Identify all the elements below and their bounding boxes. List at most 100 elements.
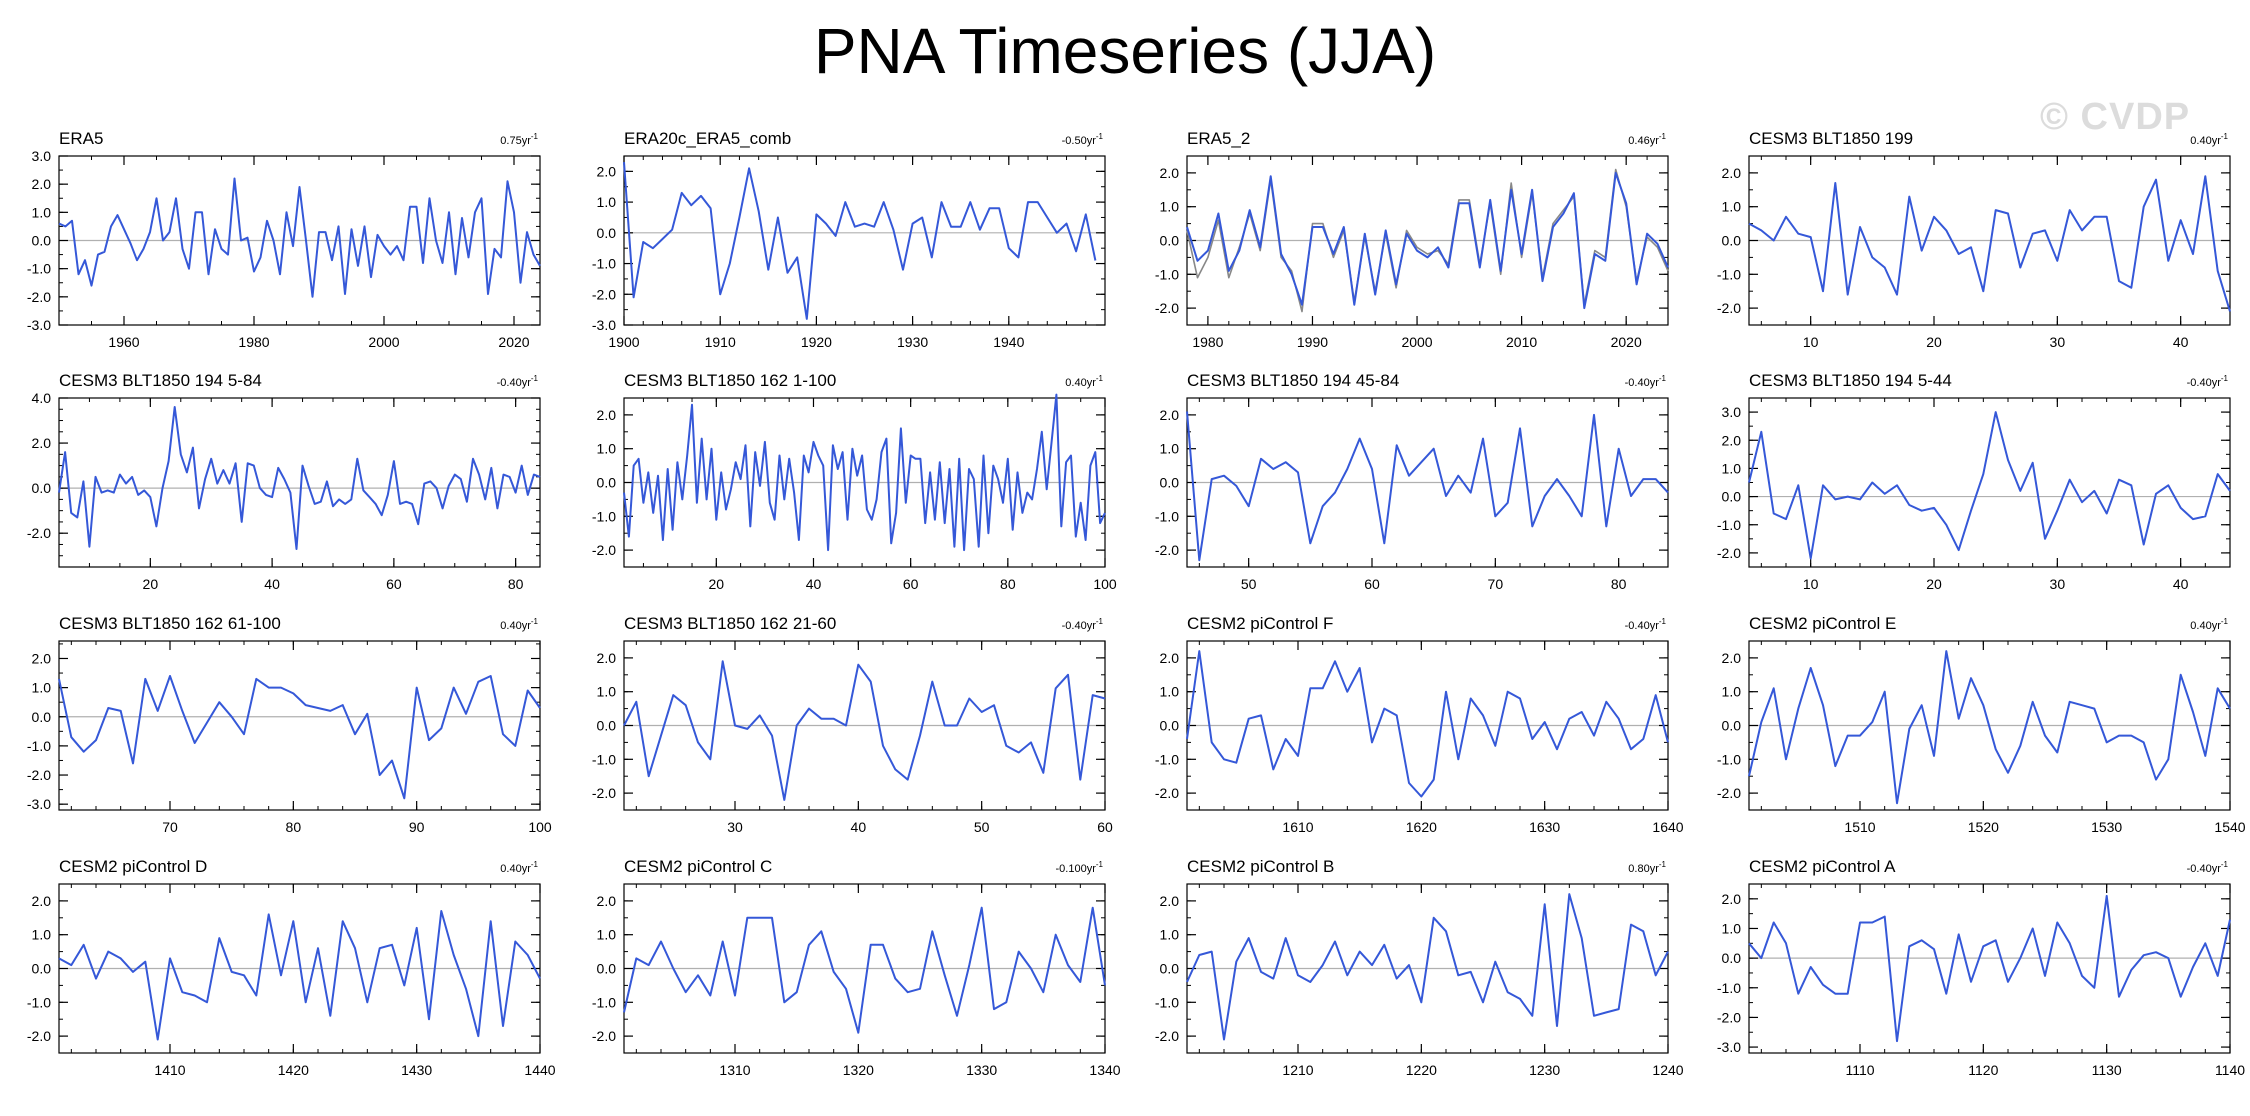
trend-label: 0.75yr-1: [500, 132, 538, 147]
trend-label: -0.40yr-1: [1625, 374, 1667, 389]
chart-panel: CESM3 BLT1850 194 5-84 -0.40yr-1 20 40 60 80 4…: [27, 371, 541, 592]
x-tick-label: 1140: [2215, 1062, 2245, 1078]
series-line-primary: [1186, 411, 1669, 562]
plot-frame: [623, 155, 1106, 326]
series-line-primary: [58, 910, 541, 1041]
series-line-primary: [623, 906, 1106, 1034]
x-tick-label: 1930: [897, 334, 928, 350]
x-tick-label: 1110: [1845, 1062, 1874, 1078]
chart-panel: CESM2 piControl E 0.40yr-1 1510 1520 1530 154…: [1717, 614, 2246, 835]
y-tick-label: -2.0: [592, 542, 616, 558]
y-tick-label: 0.0: [32, 709, 52, 725]
y-tick-label: -2.0: [27, 1028, 51, 1044]
x-tick-label: 1510: [1844, 819, 1875, 835]
series-line-primary: [58, 406, 541, 550]
x-tick-label: 80: [1611, 576, 1627, 592]
panel-title: CESM3 BLT1850 194 5-84: [59, 371, 262, 390]
chart-panel: ERA5_2 0.46yr-1 1980 1990 2000 2010 2020 2.0 1.0…: [1155, 129, 1669, 350]
series-line-primary: [623, 660, 1106, 801]
y-tick-label: -1.0: [1155, 508, 1179, 524]
y-tick-label: -2.0: [1717, 785, 1741, 801]
y-tick-label: 2.0: [1160, 407, 1180, 423]
x-tick-label: 1430: [401, 1062, 432, 1078]
y-tick-label: -2.0: [27, 767, 51, 783]
series-line-primary: [1748, 650, 2231, 805]
x-tick-label: 1630: [1529, 819, 1560, 835]
x-tick-label: 30: [2050, 576, 2066, 592]
y-tick-label: -3.0: [27, 796, 51, 812]
y-tick-label: 0.0: [1722, 233, 1742, 249]
x-tick-label: 1120: [1968, 1062, 1998, 1078]
x-tick-label: 1330: [966, 1062, 997, 1078]
panel-title: CESM3 BLT1850 194 5-44: [1749, 371, 1952, 390]
x-tick-label: 1620: [1406, 819, 1437, 835]
y-tick-label: 2.0: [32, 176, 52, 192]
trend-label: -0.40yr-1: [2187, 374, 2229, 389]
plot-frame: [58, 640, 541, 811]
y-tick-label: -2.0: [592, 286, 616, 302]
y-tick-label: -1.0: [1155, 751, 1179, 767]
x-tick-label: 100: [528, 819, 552, 835]
x-tick-label: 40: [851, 819, 867, 835]
x-tick-label: 1920: [801, 334, 832, 350]
panel-title: CESM3 BLT1850 162 1-100: [624, 371, 836, 390]
x-tick-label: 1220: [1406, 1062, 1437, 1078]
y-tick-label: 0.0: [1160, 718, 1180, 734]
y-tick-label: 2.0: [1722, 891, 1742, 907]
x-tick-label: 50: [974, 819, 990, 835]
x-tick-label: 30: [2050, 334, 2066, 350]
trend-label: 0.40yr-1: [2190, 132, 2228, 147]
y-tick-label: -2.0: [27, 525, 51, 541]
chart-panel: CESM3 BLT1850 199 0.40yr-1 10 20 30 40 2.0 1.0 0…: [1717, 129, 2231, 350]
trend-label: -0.40yr-1: [1625, 617, 1667, 632]
y-tick-label: -2.0: [1717, 300, 1741, 316]
x-tick-label: 20: [709, 576, 725, 592]
x-tick-label: 1410: [154, 1062, 185, 1078]
y-tick-label: -2.0: [592, 1028, 616, 1044]
y-tick-label: 2.0: [1160, 650, 1180, 666]
chart-panel: ERA20c_ERA5_comb -0.50yr-1 1900 1910 1920 193…: [592, 129, 1106, 350]
y-tick-label: -1.0: [592, 751, 616, 767]
y-tick-label: 0.0: [32, 480, 52, 496]
y-tick-label: 2.0: [32, 893, 52, 909]
y-tick-label: 0.0: [597, 225, 617, 241]
y-tick-label: 0.0: [1160, 233, 1180, 249]
x-tick-label: 10: [1803, 576, 1819, 592]
x-tick-label: 60: [1364, 576, 1380, 592]
x-tick-label: 2020: [1611, 334, 1642, 350]
panel-title: ERA20c_ERA5_comb: [624, 129, 791, 148]
panel-title: ERA5_2: [1187, 129, 1250, 148]
y-tick-label: -1.0: [1717, 517, 1741, 533]
y-tick-label: 0.0: [597, 961, 617, 977]
y-tick-label: 1.0: [32, 680, 52, 696]
chart-panel: CESM2 piControl A -0.40yr-1 1110 1120 1130 11…: [1717, 857, 2245, 1078]
panel-title: CESM2 piControl C: [624, 857, 772, 876]
x-tick-label: 1230: [1529, 1062, 1560, 1078]
trend-label: -0.50yr-1: [1062, 132, 1104, 147]
y-tick-label: 2.0: [32, 650, 52, 666]
x-tick-label: 80: [286, 819, 302, 835]
trend-label: 0.40yr-1: [2190, 617, 2228, 632]
y-tick-label: -1.0: [27, 738, 51, 754]
panel-title: CESM2 piControl A: [1749, 857, 1896, 876]
y-tick-label: 1.0: [1160, 927, 1180, 943]
x-tick-label: 1940: [993, 334, 1024, 350]
y-tick-label: 0.0: [32, 233, 52, 249]
y-tick-label: 1.0: [597, 441, 617, 457]
x-tick-label: 80: [1000, 576, 1016, 592]
x-tick-label: 1440: [524, 1062, 555, 1078]
y-tick-label: 4.0: [32, 390, 52, 406]
x-tick-label: 1980: [238, 334, 269, 350]
panel-title: CESM2 piControl D: [59, 857, 207, 876]
series-line-primary: [1748, 894, 2231, 1043]
x-tick-label: 90: [409, 819, 425, 835]
series-line-primary: [58, 177, 541, 298]
y-tick-label: 2.0: [597, 893, 617, 909]
trend-label: 0.40yr-1: [500, 860, 538, 875]
y-tick-label: -2.0: [27, 289, 51, 305]
plot-frame: [1748, 883, 2231, 1054]
x-tick-label: 1320: [843, 1062, 874, 1078]
y-tick-label: -3.0: [27, 317, 51, 333]
main-title: PNA Timeseries (JJA): [813, 15, 1437, 87]
